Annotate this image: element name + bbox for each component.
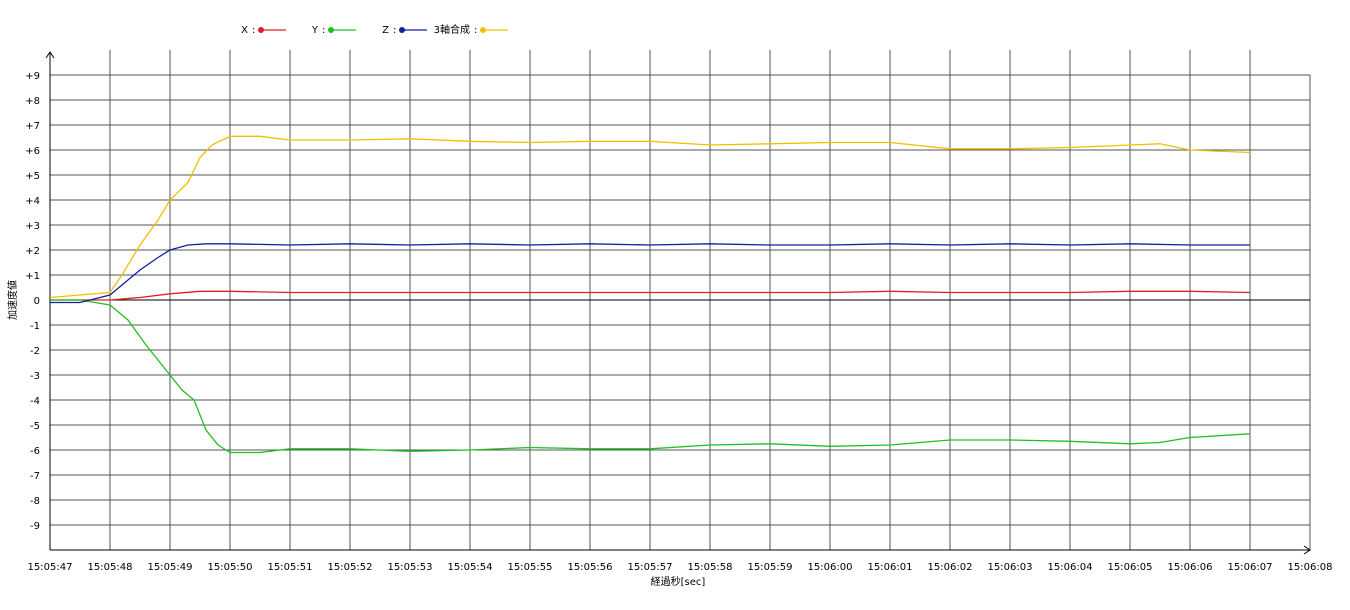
x-tick-label: 15:05:50 bbox=[208, 562, 253, 573]
legend-label: Z bbox=[382, 25, 389, 36]
legend-separator: : bbox=[322, 25, 325, 36]
x-axis-arrow bbox=[1303, 545, 1311, 555]
series-line bbox=[49, 135, 1251, 299]
legend: X: Y: Z:3軸合成: bbox=[241, 23, 508, 36]
x-tick-label: 15:06:04 bbox=[1048, 562, 1093, 573]
y-tick-label: -9 bbox=[30, 521, 40, 532]
x-tick-label: 15:05:57 bbox=[628, 562, 673, 573]
y-axis-arrow bbox=[45, 51, 55, 59]
x-tick-label: 15:05:56 bbox=[568, 562, 613, 573]
y-tick-label: +1 bbox=[25, 271, 40, 282]
y-tick-label: -2 bbox=[30, 346, 40, 357]
x-tick-label: 15:06:02 bbox=[928, 562, 973, 573]
y-tick-label: +2 bbox=[25, 246, 40, 257]
y-tick-label: -3 bbox=[30, 371, 40, 382]
x-tick-label: 15:05:47 bbox=[28, 562, 73, 573]
x-tick-label: 15:06:03 bbox=[988, 562, 1033, 573]
legend-label: Y bbox=[311, 25, 319, 36]
series-line bbox=[50, 290, 1251, 301]
x-tick-label: 15:05:48 bbox=[88, 562, 133, 573]
y-tick-label: -1 bbox=[30, 321, 40, 332]
y-tick-label: +4 bbox=[25, 196, 40, 207]
x-tick-label: 15:05:52 bbox=[328, 562, 373, 573]
y-tick-label: +3 bbox=[25, 221, 40, 232]
legend-label: X bbox=[241, 25, 248, 36]
x-tick-label: 15:05:55 bbox=[508, 562, 553, 573]
y-tick-label: -6 bbox=[30, 446, 40, 457]
y-tick-label: +9 bbox=[25, 71, 40, 82]
legend-separator: : bbox=[393, 25, 396, 36]
x-tick-label: 15:05:58 bbox=[688, 562, 733, 573]
y-tick-label: -7 bbox=[30, 471, 40, 482]
x-tick-label: 15:06:05 bbox=[1108, 562, 1153, 573]
y-tick-label: -5 bbox=[30, 421, 40, 432]
x-tick-label: 15:05:49 bbox=[148, 562, 193, 573]
x-tick-label: 15:06:07 bbox=[1228, 562, 1273, 573]
y-tick-label: 0 bbox=[34, 296, 40, 307]
y-tick-label: +7 bbox=[25, 121, 40, 132]
axes bbox=[45, 51, 1311, 555]
y-tick-label: -8 bbox=[30, 496, 40, 507]
y-axis-title: 加速度値 bbox=[6, 280, 19, 320]
x-tick-labels: 15:05:47 15:05:48 15:05:49 15:05:50 15:05:51… bbox=[28, 562, 1333, 573]
x-tick-label: 15:06:08 bbox=[1288, 562, 1333, 573]
series-line bbox=[50, 299, 1251, 454]
x-tick-label: 15:05:53 bbox=[388, 562, 433, 573]
legend-separator: : bbox=[252, 25, 255, 36]
y-tick-label: +6 bbox=[25, 146, 40, 157]
y-tick-labels: +9 +8 +7 +6 +5 +4 +3 +2 +1 0 -1 -2 -3 -4 -5 -6 -7 -8 -9 bbox=[25, 71, 40, 532]
series-layer bbox=[49, 135, 1251, 454]
legend-label: 3軸合成 bbox=[434, 23, 470, 36]
x-tick-label: 15:05:54 bbox=[448, 562, 493, 573]
x-axis-title: 経過秒[sec] bbox=[651, 575, 706, 588]
x-tick-label: 15:06:06 bbox=[1168, 562, 1213, 573]
legend-swatch-marker bbox=[258, 27, 264, 33]
x-tick-label: 15:06:00 bbox=[808, 562, 853, 573]
x-tick-label: 15:05:59 bbox=[748, 562, 793, 573]
y-tick-label: +5 bbox=[25, 171, 40, 182]
legend-swatch-marker bbox=[328, 27, 334, 33]
legend-swatch-marker bbox=[399, 27, 405, 33]
x-tick-label: 15:06:01 bbox=[868, 562, 913, 573]
series-line bbox=[50, 243, 1250, 304]
legend-separator: : bbox=[474, 25, 477, 36]
y-tick-label: +8 bbox=[25, 96, 40, 107]
x-tick-label: 15:05:51 bbox=[268, 562, 313, 573]
y-tick-label: -4 bbox=[30, 396, 40, 407]
legend-swatch-marker bbox=[480, 27, 486, 33]
